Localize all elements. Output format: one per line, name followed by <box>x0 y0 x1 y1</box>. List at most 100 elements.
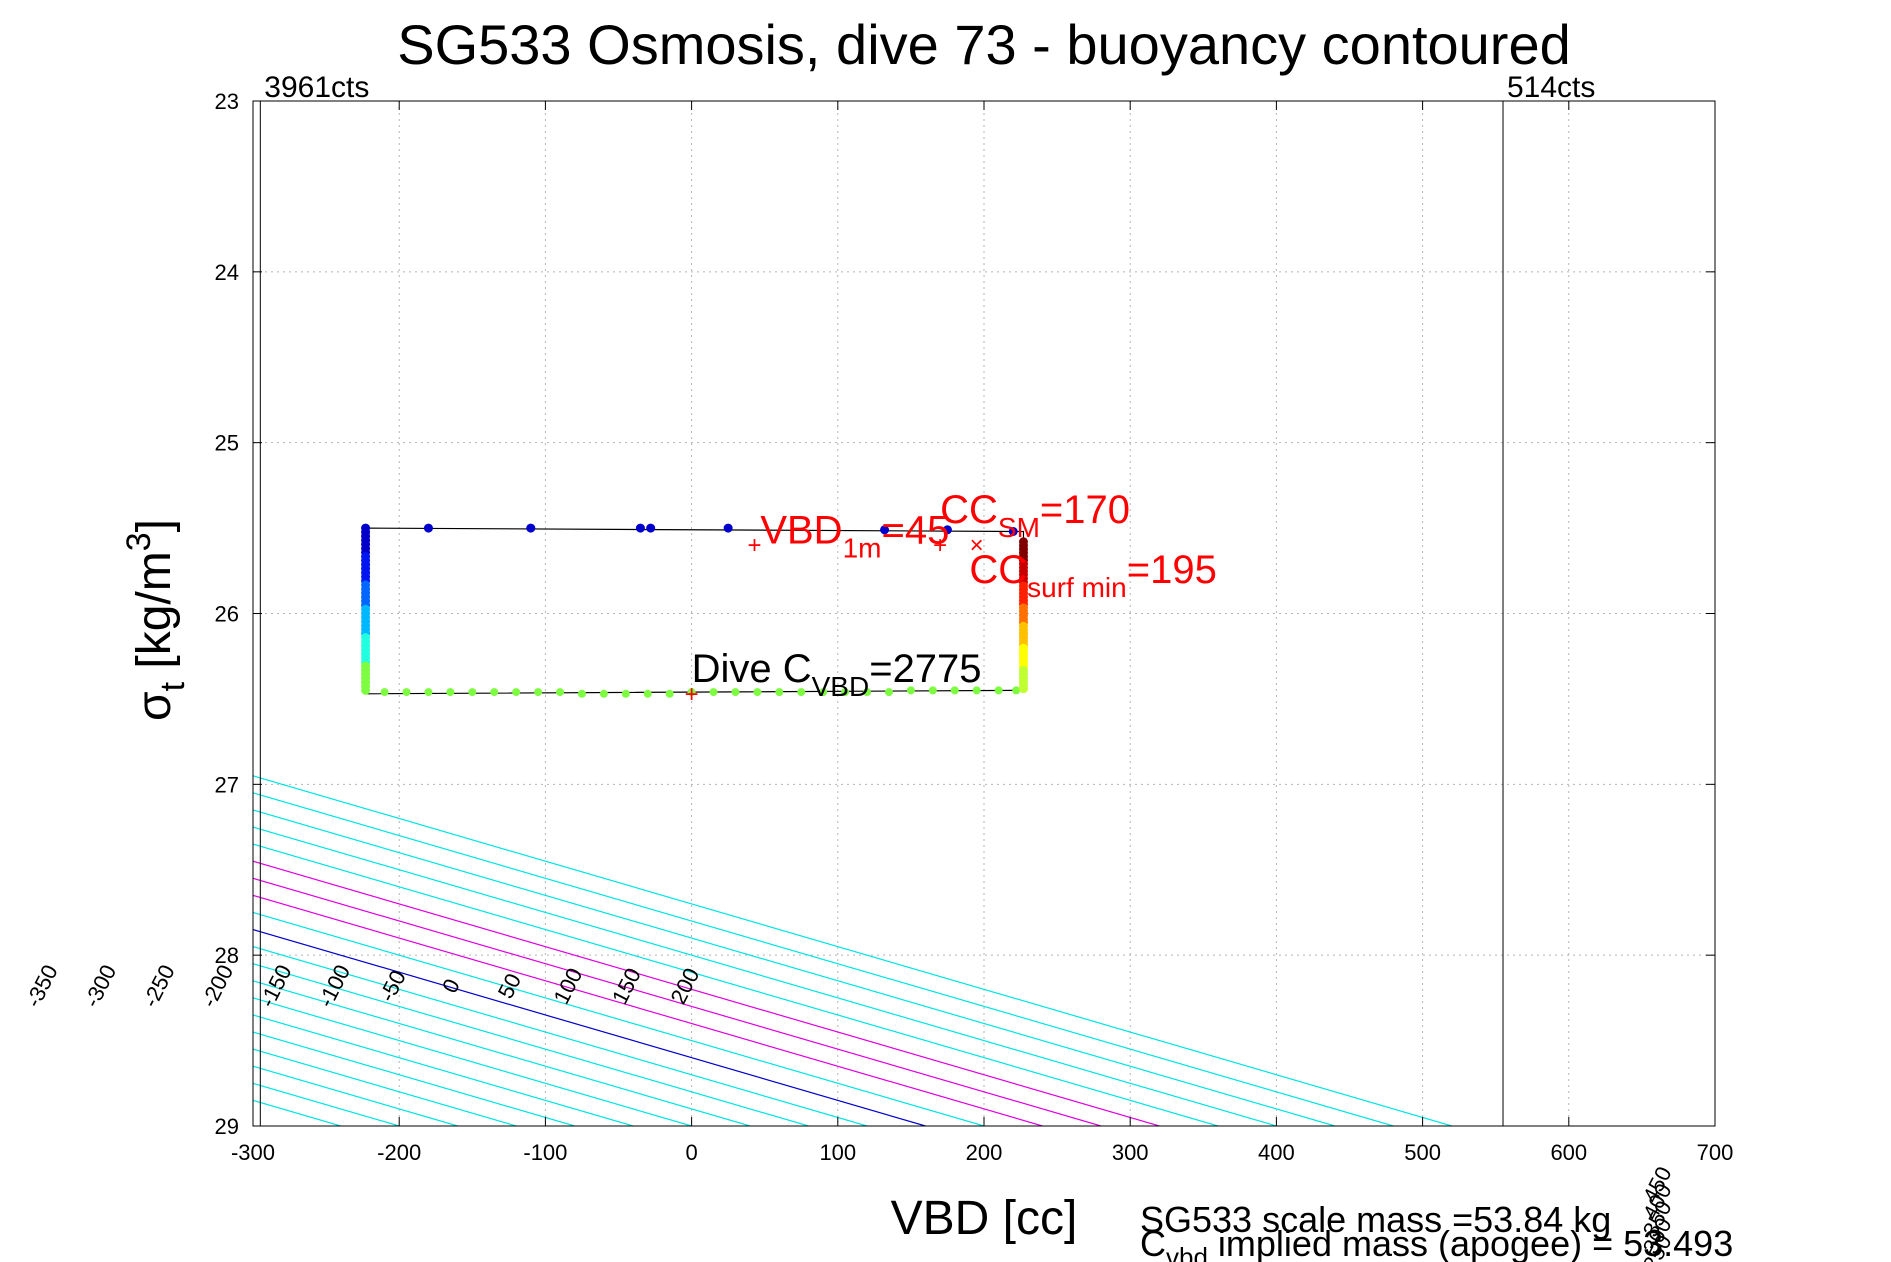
x-tick-label: 300 <box>1112 1140 1149 1165</box>
marker: × <box>970 532 984 559</box>
y-axis-label-main: σ <box>128 691 181 721</box>
bottom-sample <box>402 688 411 697</box>
bottom-sample <box>950 686 959 695</box>
contour-line <box>253 775 1453 1126</box>
bottom-sample <box>687 688 696 697</box>
annotation-value: =170 <box>1040 488 1130 532</box>
descent-sample <box>1008 527 1018 536</box>
bottom-sample <box>709 688 718 697</box>
x-tick-label: 700 <box>1697 1140 1734 1165</box>
markers: + + × + <box>685 532 984 708</box>
x-tick-label: 0 <box>685 1140 697 1165</box>
contour-label: -300 <box>79 961 121 1012</box>
vbd-limit-label: 3961cts <box>264 71 369 104</box>
bottom-sample <box>534 688 543 697</box>
bottom-sample <box>599 689 608 698</box>
bottom-sample <box>490 688 499 697</box>
bottom-sample <box>819 688 828 697</box>
x-tick-label: 400 <box>1258 1140 1295 1165</box>
marker: + <box>747 532 761 559</box>
contour-line <box>253 894 1043 1126</box>
descent-sample <box>635 523 645 533</box>
y-tick-label: 24 <box>215 260 239 285</box>
contour-line <box>253 792 1394 1126</box>
annotation-value: =45 <box>881 508 949 552</box>
x-tick-label: 100 <box>819 1140 856 1165</box>
bottom-sample <box>972 686 981 695</box>
bottom-sample <box>863 688 872 697</box>
bottom-sample <box>380 688 389 697</box>
buoyancy-contours <box>253 775 1453 1126</box>
dive-samples <box>361 523 1028 698</box>
y-tick-label: 25 <box>215 431 239 456</box>
x-tick-label: 200 <box>966 1140 1003 1165</box>
contour-line <box>253 826 1277 1126</box>
descent-sample <box>423 523 433 533</box>
y-tick-label: 29 <box>215 1114 239 1139</box>
bottom-sample <box>468 688 477 697</box>
bottom-sample <box>928 686 937 695</box>
bottom-sample <box>797 688 806 697</box>
annotation-text: VBD <box>760 508 842 552</box>
implied-mass-sub: vbd <box>1166 1242 1208 1262</box>
annotation-sub: 1m <box>843 532 882 563</box>
annotation-sub: VBD <box>812 671 870 702</box>
bottom-sample <box>577 689 586 698</box>
chart-title: SG533 Osmosis, dive 73 - buoyancy contou… <box>397 13 1571 76</box>
implied-mass-note: Cvbd implied mass (apogee) = 53.493 <box>1140 1223 1733 1262</box>
y-axis-label: σt [kg/m3] <box>120 519 192 721</box>
bottom-sample <box>556 688 565 697</box>
bottom-sample <box>994 686 1003 695</box>
bottom-sample <box>884 688 893 697</box>
y-axis-label-sup: 3 <box>120 532 158 551</box>
x-tick-label: -200 <box>377 1140 421 1165</box>
bottom-sample <box>1012 686 1021 695</box>
grid <box>253 101 1715 1126</box>
y-tick-label: 26 <box>215 602 239 627</box>
descent-sample <box>723 523 733 533</box>
implied-mass-c: C <box>1140 1223 1166 1262</box>
apogee-column-sample <box>1018 684 1028 694</box>
scale-mass-note: SG533 scale mass =53.84 kg <box>1140 1199 1611 1240</box>
x-tick-label: -300 <box>231 1140 275 1165</box>
y-tick-label: 28 <box>215 943 239 968</box>
annotation: CCsurf min=195 <box>969 548 1216 603</box>
bottom-sample <box>424 688 433 697</box>
contour-line <box>253 809 1336 1126</box>
bottom-sample <box>665 689 674 698</box>
annotation-sub: SM <box>998 512 1040 543</box>
contour-line <box>253 877 1102 1126</box>
descent-sample <box>942 525 952 535</box>
bottom-sample <box>643 689 652 698</box>
annotation: CCSM=170 <box>940 488 1130 543</box>
x-tick-label: 600 <box>1550 1140 1587 1165</box>
contour-label: -400 <box>0 961 4 1012</box>
descent-sample <box>880 525 890 535</box>
ascent-column-sample <box>361 685 371 695</box>
descent-sample <box>526 523 536 533</box>
annotation-sub: surf min <box>1027 572 1127 603</box>
bottom-sample <box>512 688 521 697</box>
y-tick-label: 23 <box>215 89 239 114</box>
implied-mass-rest: implied mass (apogee) = 53.493 <box>1208 1223 1733 1262</box>
contour-label: -350 <box>21 961 63 1012</box>
contour-line <box>253 945 868 1126</box>
bottom-sample <box>446 688 455 697</box>
x-tick-label: -100 <box>523 1140 567 1165</box>
bottom-sample <box>841 688 850 697</box>
bottom-sample <box>906 686 915 695</box>
marker: + <box>933 532 947 559</box>
annotation-text: CC <box>969 548 1027 592</box>
contour-line <box>253 860 1160 1126</box>
contour-line <box>253 928 926 1126</box>
annotation: Dive CVBD=2775 <box>692 647 982 702</box>
y-tick-label: 27 <box>215 772 239 797</box>
bottom-sample <box>753 688 762 697</box>
annotation-text: CC <box>940 488 998 532</box>
contour-label: -250 <box>137 961 179 1012</box>
y-axis-label-units: [kg/m <box>128 551 181 682</box>
annotation-value: =2775 <box>869 647 981 691</box>
annotation-value: =195 <box>1127 548 1217 592</box>
